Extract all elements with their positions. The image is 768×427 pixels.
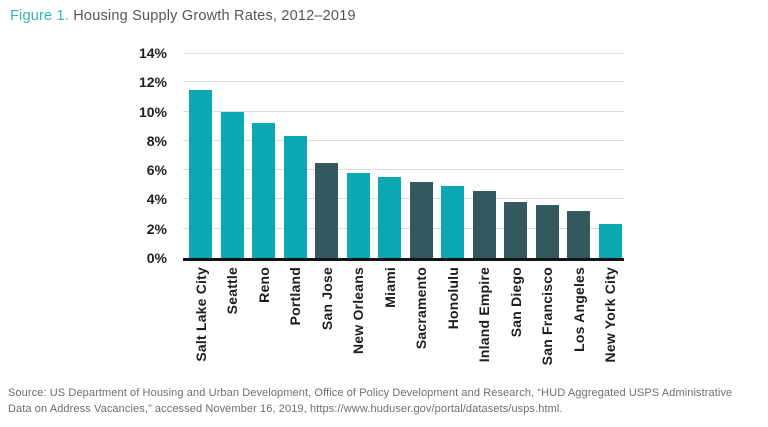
x-tick-label: Salt Lake City bbox=[192, 267, 209, 362]
bars bbox=[189, 89, 622, 258]
y-tick-label: 6% bbox=[146, 162, 167, 179]
x-tick-sacramento: Sacramento bbox=[410, 267, 433, 385]
x-tick-salt-lake-city: Salt Lake City bbox=[189, 267, 212, 385]
gridline bbox=[183, 53, 624, 54]
source-line-1: Source: US Department of Housing and Urb… bbox=[8, 387, 733, 399]
x-tick-portland: Portland bbox=[284, 267, 307, 385]
bar-portland bbox=[283, 136, 307, 258]
gridline bbox=[183, 110, 624, 112]
x-tick-label: New York City bbox=[602, 267, 618, 363]
source-note: Source: US Department of Housing and Urb… bbox=[8, 386, 764, 417]
y-tick-label: 0% bbox=[146, 250, 167, 266]
bar-reno bbox=[252, 123, 275, 258]
y-tick-label: 2% bbox=[146, 220, 167, 237]
bar-new-orleans bbox=[346, 173, 370, 258]
bar-san-diego bbox=[504, 202, 527, 258]
bar-honolulu bbox=[441, 186, 464, 258]
figure-title: Figure 1. Housing Supply Growth Rates, 2… bbox=[10, 8, 356, 24]
x-tick-label: Los Angeles bbox=[570, 267, 587, 352]
bar-sacramento bbox=[409, 181, 433, 258]
x-tick-label: Miami bbox=[381, 267, 398, 308]
gridline bbox=[183, 227, 624, 229]
x-tick-label: Seattle bbox=[224, 267, 240, 315]
x-tick-label: San Jose bbox=[318, 267, 335, 331]
gridline bbox=[183, 81, 624, 83]
x-tick-inland-empire: Inland Empire bbox=[473, 267, 496, 385]
x-tick-new-orleans: New Orleans bbox=[347, 267, 370, 385]
bar-miami bbox=[378, 177, 401, 258]
y-axis: 0% 2% 4% 6% 8% 10% 12% 14% bbox=[105, 45, 167, 266]
x-tick-label: San Francisco bbox=[539, 267, 555, 366]
x-tick-label: Sacramento bbox=[413, 267, 429, 350]
x-tick-label: Portland bbox=[287, 267, 303, 326]
bar-salt-lake-city bbox=[189, 89, 212, 258]
y-tick-label: 10% bbox=[138, 103, 167, 120]
x-tick-label: Inland Empire bbox=[476, 267, 492, 363]
x-tick-miami: Miami bbox=[378, 267, 401, 385]
x-tick-san-diego: San Diego bbox=[504, 267, 527, 385]
x-tick-honolulu: Honolulu bbox=[441, 267, 464, 385]
figure-title-prefix: Figure 1. bbox=[10, 8, 70, 24]
bar-new-york-city bbox=[598, 224, 622, 258]
bar-san-jose bbox=[315, 162, 338, 258]
y-tick-label: 8% bbox=[146, 132, 167, 149]
bar-san-francisco bbox=[535, 205, 559, 258]
y-tick-label: 4% bbox=[146, 191, 167, 208]
gridline bbox=[183, 169, 624, 171]
x-tick-label: Honolulu bbox=[444, 267, 461, 330]
x-tick-seattle: Seattle bbox=[221, 267, 244, 385]
x-tick-reno: Reno bbox=[252, 267, 275, 385]
source-line-2: Data on Address Vacancies,” accessed Nov… bbox=[8, 402, 563, 415]
x-tick-new-york-city: New York City bbox=[599, 267, 622, 385]
x-tick-san-jose: San Jose bbox=[315, 267, 338, 385]
x-tick-los-angeles: Los Angeles bbox=[567, 267, 590, 385]
x-tick-san-francisco: San Francisco bbox=[536, 267, 559, 385]
y-tick-label: 14% bbox=[138, 45, 167, 61]
y-tick-label: 12% bbox=[138, 74, 167, 91]
gridline bbox=[183, 198, 624, 200]
x-tick-label: San Diego bbox=[507, 267, 524, 338]
x-axis-line bbox=[183, 258, 624, 261]
x-axis: Salt Lake City Seattle Reno Portland San Jos… bbox=[189, 267, 622, 385]
bar-seattle bbox=[220, 111, 244, 258]
bar-los-angeles bbox=[567, 211, 590, 258]
plot-area: 0% 2% 4% 6% 8% 10% 12% 14% Salt Lake City Seattl… bbox=[139, 45, 624, 365]
gridline bbox=[183, 139, 624, 141]
x-tick-label: Reno bbox=[255, 267, 272, 303]
bar-inland-empire bbox=[472, 190, 496, 258]
x-tick-label: New Orleans bbox=[350, 267, 366, 355]
figure-title-text: Housing Supply Growth Rates, 2012–2019 bbox=[69, 8, 356, 24]
